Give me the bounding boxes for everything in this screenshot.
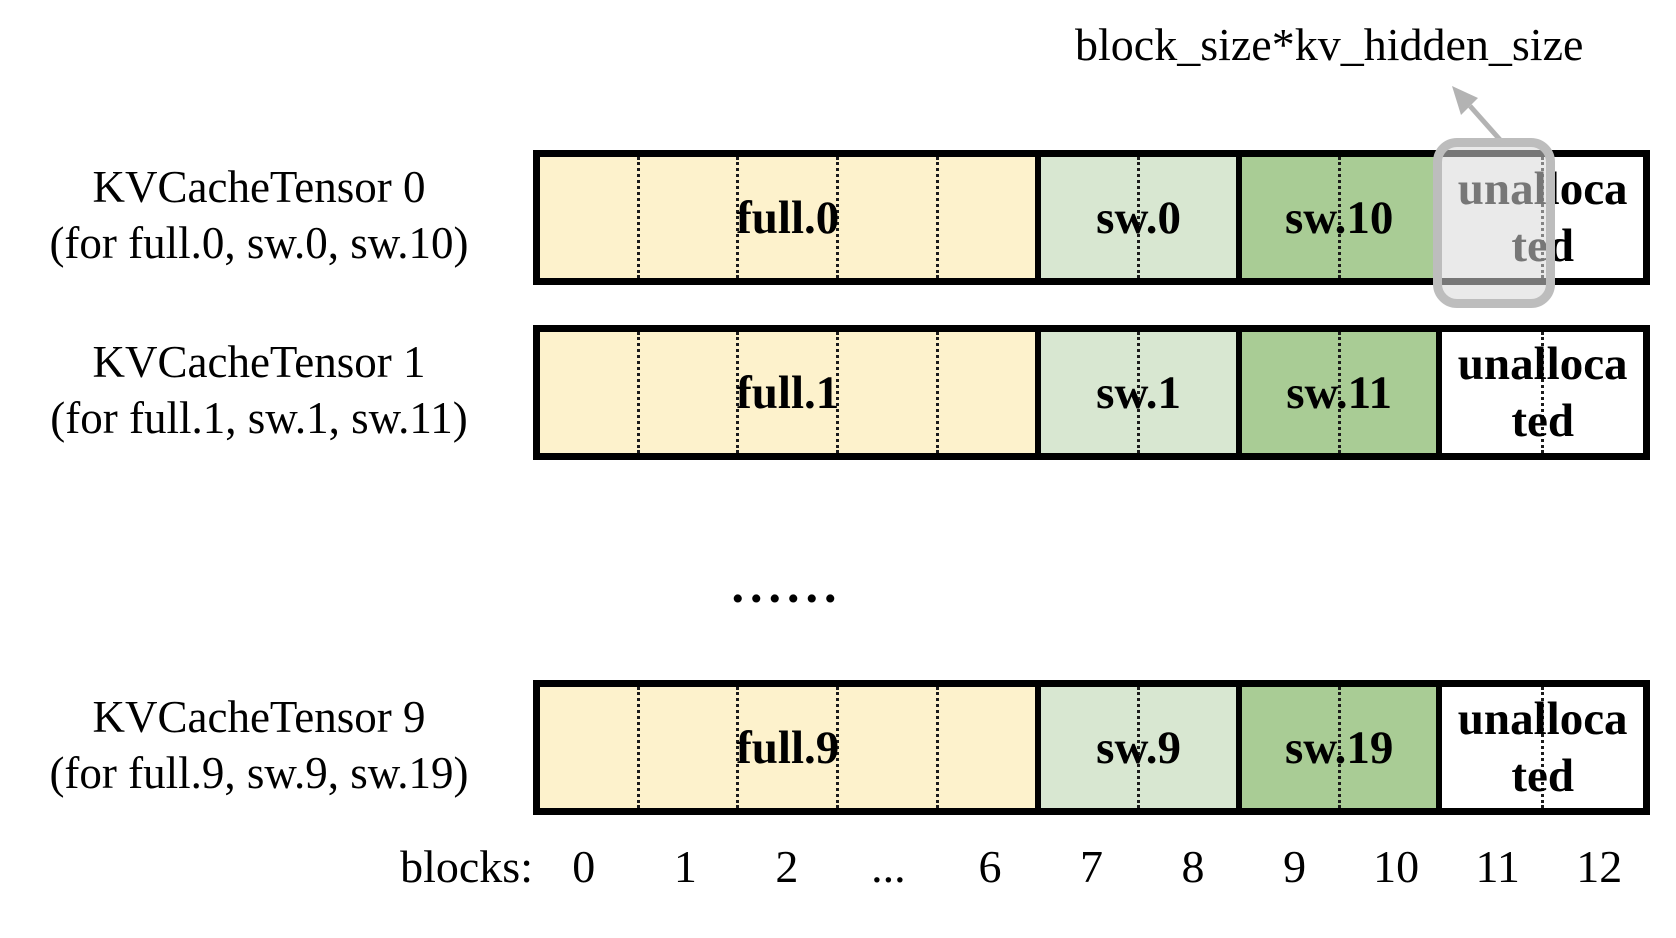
segment-full-1: full.1	[540, 332, 1042, 453]
blocks-axis-ticks: 0 1 2 ... 6 7 8 9 10 11 12	[533, 840, 1650, 893]
segment-sw-1: sw.1	[1041, 332, 1242, 453]
block-cell	[1541, 687, 1643, 808]
block-cell	[1242, 157, 1338, 278]
block-cell	[1541, 332, 1643, 453]
segment-sw-10: sw.10	[1241, 157, 1443, 278]
block-cell	[1137, 157, 1236, 278]
block-cell	[636, 157, 737, 278]
block-cell	[1137, 687, 1236, 808]
block-cell	[1041, 332, 1137, 453]
row-9-label: KVCacheTensor 9 (for full.9, sw.9, sw.19…	[8, 689, 510, 801]
axis-tick-1: 1	[673, 841, 697, 892]
axis-tick-ellipsis: ...	[871, 841, 906, 892]
block-cell	[1337, 157, 1437, 278]
row-0-label: KVCacheTensor 0 (for full.0, sw.0, sw.10…	[8, 159, 510, 271]
block-cell	[836, 687, 936, 808]
block-cell	[1337, 687, 1437, 808]
block-cell	[1242, 687, 1338, 808]
segment-sw-19: sw.19	[1241, 687, 1443, 808]
block-cell	[1137, 332, 1236, 453]
row-9-title: KVCacheTensor 9	[92, 692, 426, 742]
block-cell	[1041, 157, 1137, 278]
axis-tick-2: 2	[775, 841, 799, 892]
block-cell	[540, 332, 637, 453]
rows-ellipsis: ......	[731, 557, 843, 613]
kvcache-bar-9: full.9 sw.9 sw.19 unalloca ted	[533, 680, 1650, 815]
block-cell	[636, 332, 737, 453]
block-cell	[540, 157, 637, 278]
row-9-subtitle: (for full.9, sw.9, sw.19)	[49, 748, 469, 798]
axis-tick-8: 8	[1181, 841, 1205, 892]
axis-tick-6: 6	[978, 841, 1002, 892]
block-cell	[836, 157, 936, 278]
row-1-subtitle: (for full.1, sw.1, sw.11)	[50, 393, 468, 443]
kvcache-bar-1: full.1 sw.1 sw.11 unalloca ted	[533, 325, 1650, 460]
segment-unallocated-1: unalloca ted	[1442, 332, 1643, 453]
block-cell	[836, 332, 936, 453]
row-0-title: KVCacheTensor 0	[92, 162, 426, 212]
axis-tick-0: 0	[572, 841, 596, 892]
block-cell	[1242, 332, 1338, 453]
block-cell	[736, 157, 836, 278]
block-cell	[935, 687, 1036, 808]
row-1-title: KVCacheTensor 1	[92, 337, 426, 387]
block-cell	[736, 332, 836, 453]
block-cell	[935, 332, 1036, 453]
block-cell	[540, 687, 637, 808]
block-size-annotation: block_size*kv_hidden_size	[1075, 19, 1584, 70]
block-cell	[1337, 332, 1437, 453]
axis-tick-9: 9	[1283, 841, 1307, 892]
segment-full-0: full.0	[540, 157, 1042, 278]
axis-tick-7: 7	[1080, 841, 1103, 892]
segment-unallocated-9: unalloca ted	[1442, 687, 1643, 808]
segment-sw-0: sw.0	[1041, 157, 1242, 278]
axis-tick-10: 10	[1373, 841, 1420, 892]
segment-sw-11: sw.11	[1241, 332, 1443, 453]
block-cell	[1442, 687, 1541, 808]
block-cell	[736, 687, 836, 808]
block-cell	[1041, 687, 1137, 808]
row-1-label: KVCacheTensor 1 (for full.1, sw.1, sw.11…	[8, 334, 510, 446]
segment-sw-9: sw.9	[1041, 687, 1242, 808]
highlighted-block-overlay	[1433, 138, 1555, 308]
axis-tick-12: 12	[1576, 841, 1623, 892]
row-0-subtitle: (for full.0, sw.0, sw.10)	[49, 218, 469, 268]
segment-full-9: full.9	[540, 687, 1042, 808]
block-cell	[1541, 157, 1643, 278]
axis-tick-11: 11	[1475, 841, 1520, 892]
block-cell	[636, 687, 737, 808]
block-cell	[1442, 332, 1541, 453]
blocks-axis-label: blocks:	[400, 841, 533, 892]
block-cell	[935, 157, 1036, 278]
annotation-arrow-icon	[1452, 86, 1504, 144]
